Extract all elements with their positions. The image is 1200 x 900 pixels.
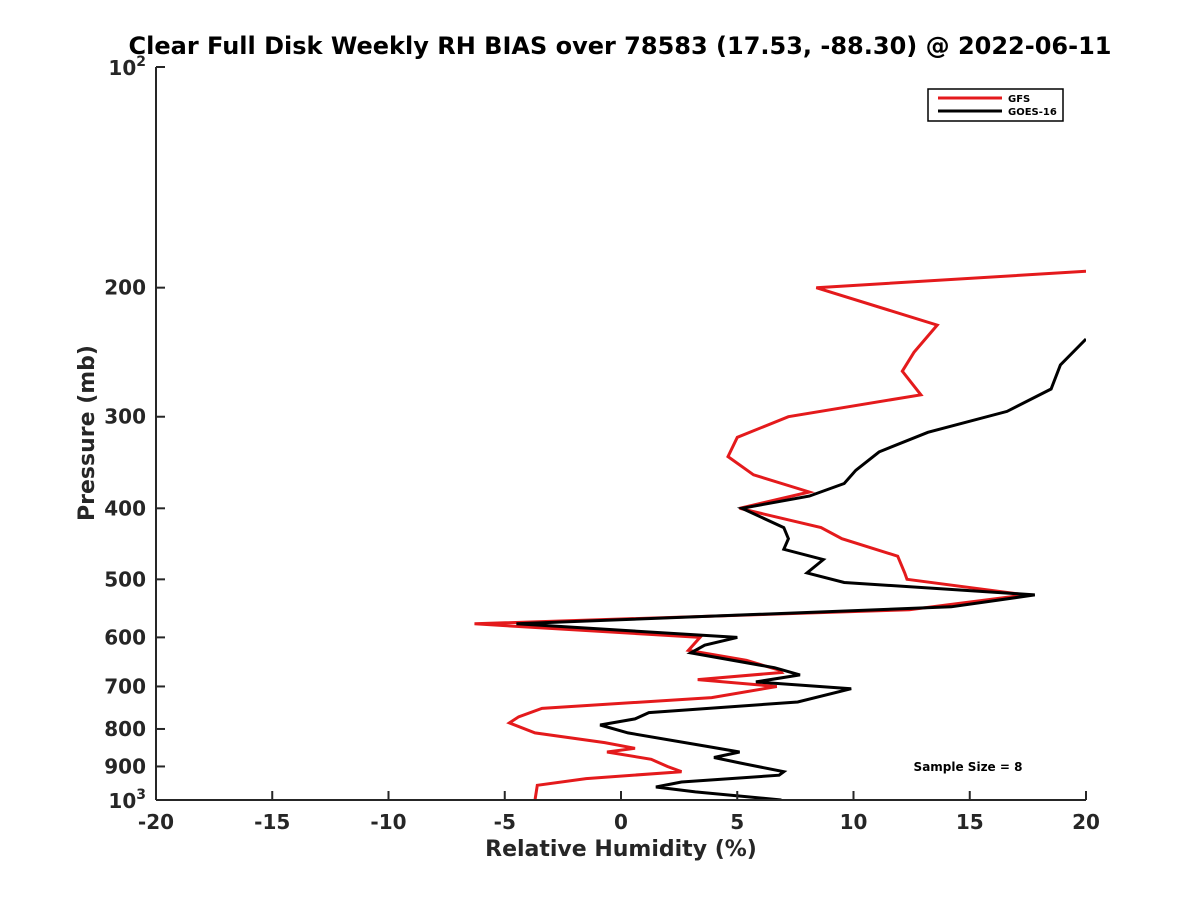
sample-size-annotation: Sample Size = 8 — [914, 760, 1023, 774]
x-axis-label: Relative Humidity (%) — [485, 837, 757, 862]
y-tick-label: 400 — [104, 496, 146, 520]
x-tick-label: 0 — [614, 810, 628, 834]
x-tick-label: 10 — [840, 810, 868, 834]
legend-label: GOES-16 — [1008, 107, 1057, 118]
legend-label: GFS — [1008, 94, 1030, 105]
legend-box — [927, 88, 1064, 122]
axes — [155, 67, 1086, 801]
y-axis-label: Pressure (mb) — [75, 345, 100, 521]
y-tick-label: 300 — [104, 405, 146, 429]
y-tick-label: 103 — [108, 787, 146, 813]
ticks: -20 -15 -10 -5 0 5 10 15 20 102 200 300 400 500 600 700… — [104, 54, 1100, 834]
x-tick-label: -5 — [494, 810, 516, 834]
x-tick-label: 15 — [956, 810, 984, 834]
y-tick-label: 800 — [104, 717, 146, 741]
chart-title: Clear Full Disk Weekly RH BIAS over 7858… — [129, 32, 1112, 60]
y-tick-label: 200 — [104, 276, 146, 300]
series-line-gfs — [474, 269, 1086, 800]
series-line-goes16 — [516, 337, 1086, 800]
legend: GFS GOES-16 — [927, 88, 1064, 122]
x-tick-label: -20 — [138, 810, 174, 834]
x-tick-label: -10 — [370, 810, 406, 834]
x-tick-label: 20 — [1072, 810, 1100, 834]
x-tick-label: 5 — [730, 810, 744, 834]
plot-lines — [474, 269, 1086, 800]
y-tick-label: 500 — [104, 567, 146, 591]
y-tick-label: 900 — [104, 754, 146, 778]
y-tick-label: 102 — [108, 54, 146, 80]
y-tick-label: 700 — [104, 674, 146, 698]
x-tick-label: -15 — [254, 810, 290, 834]
y-tick-label: 600 — [104, 625, 146, 649]
